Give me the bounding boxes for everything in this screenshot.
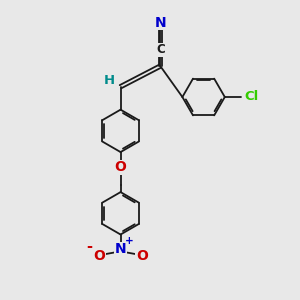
Text: O: O xyxy=(93,249,105,263)
Text: C: C xyxy=(156,44,165,56)
Text: +: + xyxy=(124,236,133,246)
Text: O: O xyxy=(136,249,148,263)
Text: Cl: Cl xyxy=(245,91,259,103)
Text: H: H xyxy=(104,74,115,87)
Text: O: O xyxy=(115,160,127,174)
Text: N: N xyxy=(115,242,126,256)
Text: -: - xyxy=(86,239,92,254)
Text: N: N xyxy=(154,16,166,30)
